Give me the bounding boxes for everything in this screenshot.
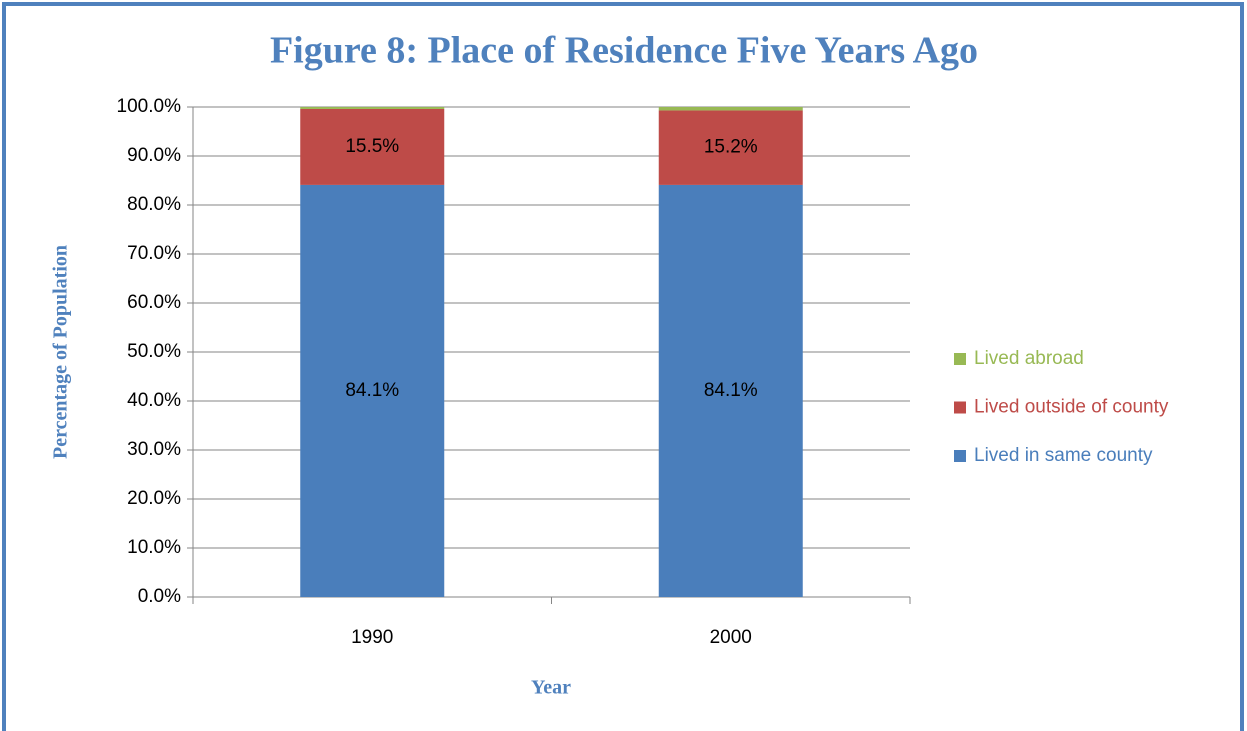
data-label: 84.1% — [704, 380, 758, 401]
x-axis-label: Year — [531, 677, 571, 699]
y-tick-label: 50.0% — [127, 341, 181, 362]
legend-label: Lived outside of county — [974, 397, 1169, 418]
bar-segment — [300, 108, 445, 185]
y-tick-label: 20.0% — [127, 488, 181, 509]
y-tick-label: 0.0% — [138, 586, 181, 607]
bar-segment — [658, 107, 803, 111]
x-tick-label: 1990 — [351, 627, 393, 648]
chart-title: Figure 8: Place of Residence Five Years … — [270, 30, 978, 72]
legend-label: Lived abroad — [974, 348, 1084, 369]
y-tick-label: 100.0% — [117, 96, 182, 117]
y-tick-label: 90.0% — [127, 145, 181, 166]
x-tick-label: 2000 — [710, 627, 752, 648]
data-label: 84.1% — [345, 380, 399, 401]
y-axis-label: Percentage of Population — [50, 245, 72, 459]
bar-segment — [300, 184, 445, 597]
legend-swatch — [954, 450, 966, 462]
y-tick-label: 60.0% — [127, 292, 181, 313]
bar-segment — [658, 184, 803, 597]
y-tick-label: 40.0% — [127, 390, 181, 411]
y-tick-label: 80.0% — [127, 194, 181, 215]
data-label: 15.2% — [704, 137, 758, 158]
legend-swatch — [954, 401, 966, 414]
bar-segment — [300, 107, 445, 109]
data-label: 15.5% — [345, 136, 399, 157]
y-tick-label: 70.0% — [127, 243, 181, 264]
legend-swatch — [954, 353, 966, 365]
legend-label: Lived in same county — [974, 445, 1153, 466]
y-tick-label: 10.0% — [127, 537, 181, 558]
bar-segment — [658, 110, 803, 185]
y-tick-label: 30.0% — [127, 439, 181, 460]
